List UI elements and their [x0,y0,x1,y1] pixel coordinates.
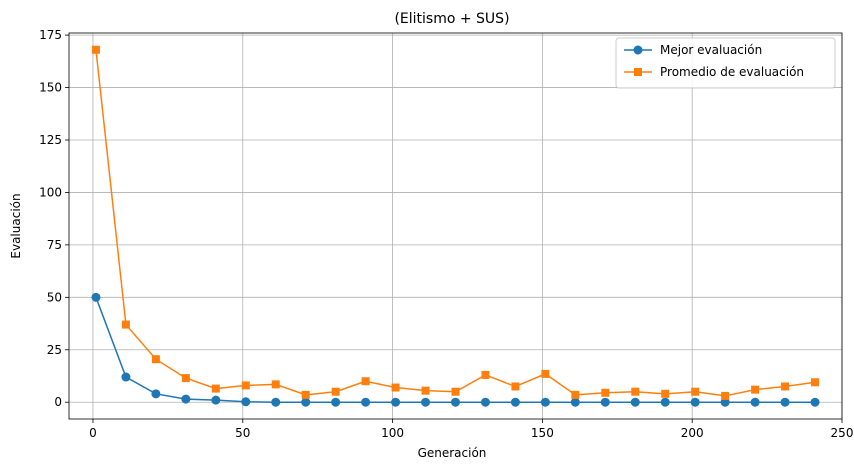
data-point [630,397,640,407]
y-tick-label: 75 [47,238,62,252]
legend: Mejor evaluación Promedio de evaluación [615,37,836,89]
data-point [361,397,371,407]
data-point [331,397,341,407]
data-point [570,397,580,407]
data-point [301,397,311,407]
data-point [241,381,250,390]
data-point [660,397,670,407]
data-point [810,397,820,407]
x-axis-label: Generación [418,446,487,460]
data-point [780,397,790,407]
y-tick-label: 150 [39,81,62,95]
data-point [241,397,251,407]
x-tick-label: 250 [831,426,854,440]
x-tick-label: 0 [89,426,97,440]
data-point [781,382,790,391]
data-point [481,370,490,379]
series-line-average [95,49,816,397]
data-point [271,397,281,407]
data-point [510,397,520,407]
y-tick-label: 125 [39,133,62,147]
chart-title: (Elitismo + SUS) [394,11,509,27]
data-point [121,372,131,382]
data-point [181,394,191,404]
data-point [211,384,220,393]
data-point [181,374,190,383]
y-tick-label: 100 [39,185,62,199]
data-point [600,397,610,407]
data-point [91,292,101,302]
data-point [151,355,160,364]
data-point [480,397,490,407]
legend-label-best: Mejor evaluación [660,43,762,57]
y-tick-label: 0 [54,395,62,409]
data-point [301,390,310,399]
data-point [91,45,100,54]
x-tick-label: 100 [381,426,404,440]
y-tick-label: 175 [39,28,62,42]
plot-frame [68,32,843,420]
data-point [451,387,460,396]
data-point [750,397,760,407]
legend-frame [615,37,836,89]
data-point [720,397,730,407]
y-axis-label: Evaluación [9,193,23,258]
legend-label-average: Promedio de evaluación [660,65,804,79]
axes: 0 50 100 150 200 250 0 25 50 75 100 125 150 175 [39,28,853,440]
data-point [631,387,640,396]
legend-marker-average [634,68,642,76]
x-tick-label: 50 [235,426,250,440]
data-point [811,378,820,387]
data-point [690,397,700,407]
data-point [331,387,340,396]
data-point [421,397,431,407]
data-point [271,380,280,389]
series [91,45,820,407]
data-point [751,385,760,394]
data-point [721,391,730,400]
data-point [541,369,550,378]
data-point [691,387,700,396]
data-point [511,382,520,391]
data-point [391,383,400,392]
data-point [661,389,670,398]
data-point [391,397,401,407]
y-tick-label: 50 [47,290,62,304]
data-point [540,397,550,407]
x-tick-label: 200 [681,426,704,440]
legend-marker-best [633,45,643,55]
data-point [121,320,130,329]
data-point [601,388,610,397]
data-point [361,377,370,386]
x-tick-label: 150 [531,426,554,440]
data-point [421,386,430,395]
grid [69,33,843,419]
data-point [151,389,161,399]
data-point [571,390,580,399]
y-tick-label: 25 [47,343,62,357]
data-point [451,397,460,407]
data-point [211,395,221,405]
